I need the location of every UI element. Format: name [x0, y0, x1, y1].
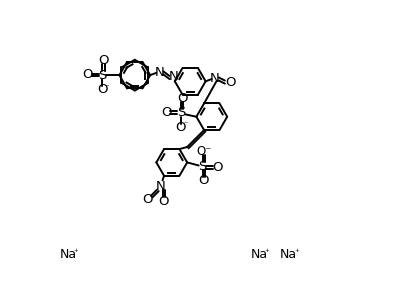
Text: S: S: [98, 69, 107, 82]
Text: N: N: [155, 65, 164, 79]
Text: ⁻: ⁻: [105, 83, 109, 92]
Text: O: O: [225, 76, 236, 89]
Text: O: O: [176, 121, 186, 134]
Text: ⁺: ⁺: [265, 248, 270, 257]
Text: O: O: [97, 83, 108, 96]
Text: S: S: [198, 160, 207, 173]
Text: S: S: [177, 106, 185, 119]
Text: O: O: [98, 54, 109, 67]
Text: O: O: [83, 68, 93, 81]
Text: N: N: [156, 180, 165, 193]
Text: Na: Na: [60, 248, 77, 261]
Text: ⁺: ⁺: [74, 248, 79, 257]
Text: O⁻: O⁻: [196, 145, 211, 158]
Text: O: O: [161, 106, 172, 119]
Text: O: O: [198, 174, 209, 187]
Text: O: O: [212, 161, 222, 174]
Text: N: N: [168, 70, 178, 83]
Text: O: O: [158, 195, 168, 208]
Text: ⁻: ⁻: [183, 121, 188, 130]
Text: O: O: [177, 92, 188, 105]
Text: Na: Na: [280, 248, 297, 261]
Text: Na: Na: [251, 248, 268, 261]
Text: ⁺: ⁺: [294, 248, 299, 257]
Text: O: O: [143, 193, 153, 206]
Text: N: N: [210, 72, 220, 85]
